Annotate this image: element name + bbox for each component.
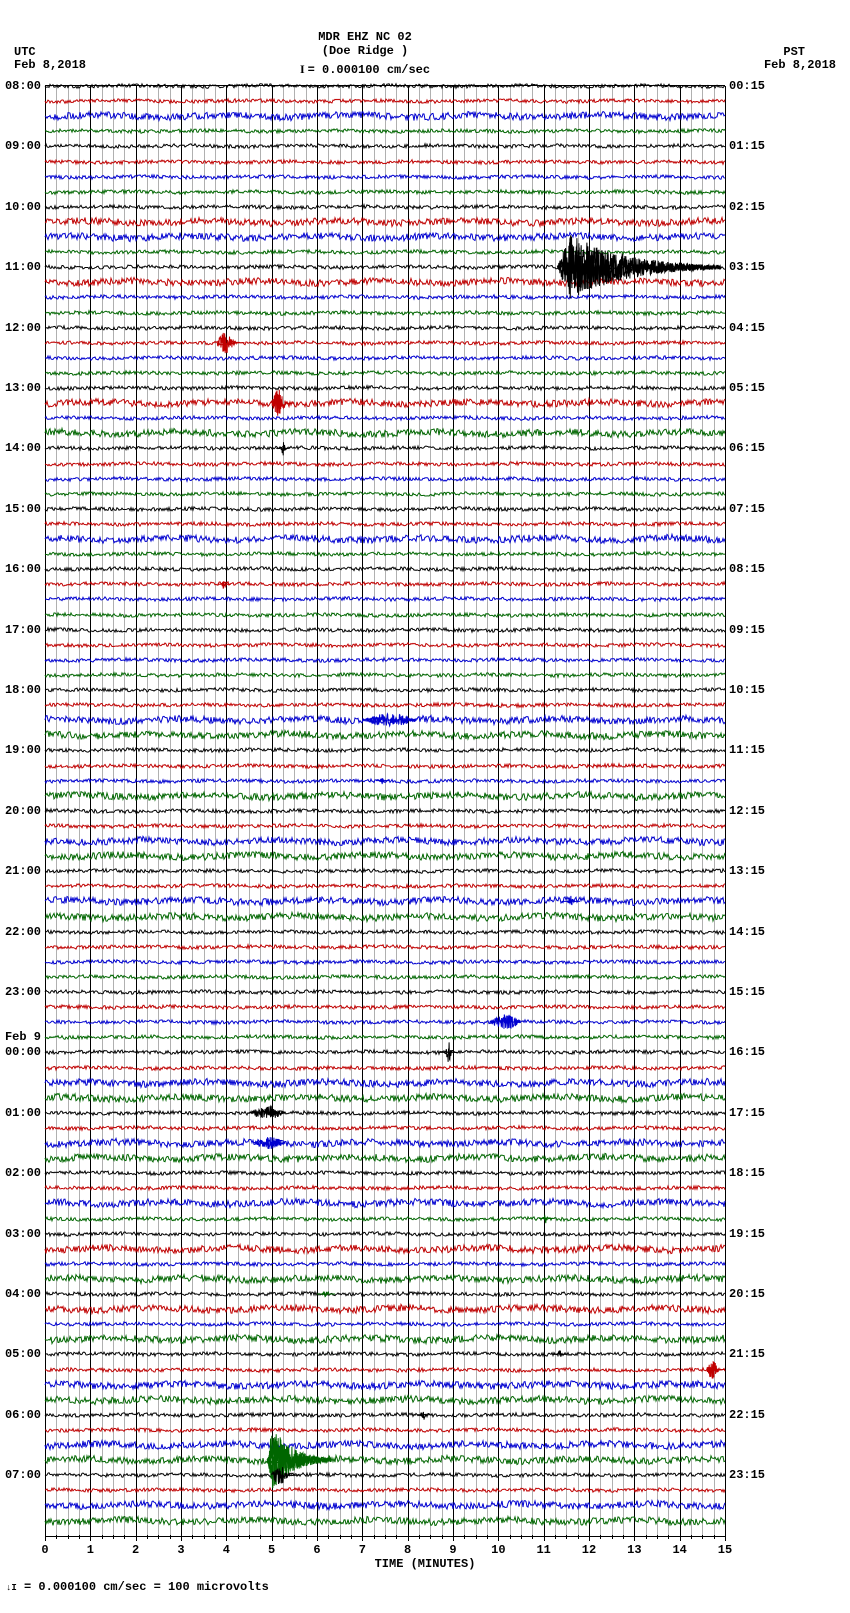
x-tick-label: 4	[223, 1543, 230, 1557]
right-time-label: 05:15	[729, 381, 765, 395]
right-time-label: 10:15	[729, 683, 765, 697]
right-time-label: 17:15	[729, 1106, 765, 1120]
right-time-label: 09:15	[729, 623, 765, 637]
right-time-label: 04:15	[729, 321, 765, 335]
x-tick-label: 0	[41, 1543, 48, 1557]
left-time-label: 22:00	[5, 925, 41, 939]
left-time-label: 17:00	[5, 623, 41, 637]
right-time-label: 08:15	[729, 562, 765, 576]
left-time-label: 19:00	[5, 743, 41, 757]
right-time-label: 01:15	[729, 139, 765, 153]
right-time-label: 13:15	[729, 864, 765, 878]
x-tick-label: 1	[87, 1543, 94, 1557]
left-time-label: 03:00	[5, 1227, 41, 1241]
right-time-label: 19:15	[729, 1227, 765, 1241]
pst-date: Feb 8,2018	[764, 58, 836, 72]
right-time-label: 20:15	[729, 1287, 765, 1301]
footer-scale-text: ↓I = 0.000100 cm/sec = 100 microvolts	[6, 1580, 269, 1594]
right-time-label: 07:15	[729, 502, 765, 516]
helicorder-plot	[45, 85, 725, 1537]
left-time-label: 23:00	[5, 985, 41, 999]
left-time-label: 21:00	[5, 864, 41, 878]
left-time-label: 11:00	[5, 260, 41, 274]
x-tick-label: 7	[359, 1543, 366, 1557]
x-tick-label: 2	[132, 1543, 139, 1557]
left-time-label: 10:00	[5, 200, 41, 214]
x-axis-title: TIME (MINUTES)	[375, 1557, 476, 1571]
left-time-label: 00:00	[5, 1045, 41, 1059]
right-time-label: 18:15	[729, 1166, 765, 1180]
seismogram-page: UTC Feb 8,2018 MDR EHZ NC 02 (Doe Ridge …	[0, 0, 850, 1613]
x-tick-label: 9	[449, 1543, 456, 1557]
right-time-label: 03:15	[729, 260, 765, 274]
x-tick-label: 5	[268, 1543, 275, 1557]
right-time-label: 16:15	[729, 1045, 765, 1059]
left-time-label: 07:00	[5, 1468, 41, 1482]
left-time-label: 01:00	[5, 1106, 41, 1120]
left-time-label: 06:00	[5, 1408, 41, 1422]
left-time-label: 20:00	[5, 804, 41, 818]
right-time-label: 14:15	[729, 925, 765, 939]
station-line1: MDR EHZ NC 02	[0, 30, 730, 44]
left-time-label: 13:00	[5, 381, 41, 395]
left-time-label: 09:00	[5, 139, 41, 153]
right-time-label: 21:15	[729, 1347, 765, 1361]
left-time-label: 16:00	[5, 562, 41, 576]
right-time-label: 22:15	[729, 1408, 765, 1422]
left-time-label: 15:00	[5, 502, 41, 516]
left-time-label: 05:00	[5, 1347, 41, 1361]
x-tick-label: 14	[672, 1543, 686, 1557]
x-tick-label: 15	[718, 1543, 732, 1557]
left-time-label: Feb 9	[5, 1030, 41, 1044]
left-time-label: 14:00	[5, 441, 41, 455]
right-time-label: 06:15	[729, 441, 765, 455]
x-tick-label: 12	[582, 1543, 596, 1557]
pst-label: PST	[783, 45, 805, 59]
left-time-label: 12:00	[5, 321, 41, 335]
right-time-label: 15:15	[729, 985, 765, 999]
right-time-label: 00:15	[729, 79, 765, 93]
left-time-label: 04:00	[5, 1287, 41, 1301]
x-tick-label: 11	[536, 1543, 550, 1557]
x-tick-label: 13	[627, 1543, 641, 1557]
x-tick-label: 8	[404, 1543, 411, 1557]
right-time-label: 23:15	[729, 1468, 765, 1482]
x-tick-label: 3	[177, 1543, 184, 1557]
left-time-label: 08:00	[5, 79, 41, 93]
seismic-trace-row	[45, 1481, 725, 1561]
x-tick-label: 6	[313, 1543, 320, 1557]
x-tick-label: 10	[491, 1543, 505, 1557]
left-time-label: 18:00	[5, 683, 41, 697]
right-time-label: 11:15	[729, 743, 765, 757]
right-time-label: 02:15	[729, 200, 765, 214]
right-time-label: 12:15	[729, 804, 765, 818]
left-time-label: 02:00	[5, 1166, 41, 1180]
